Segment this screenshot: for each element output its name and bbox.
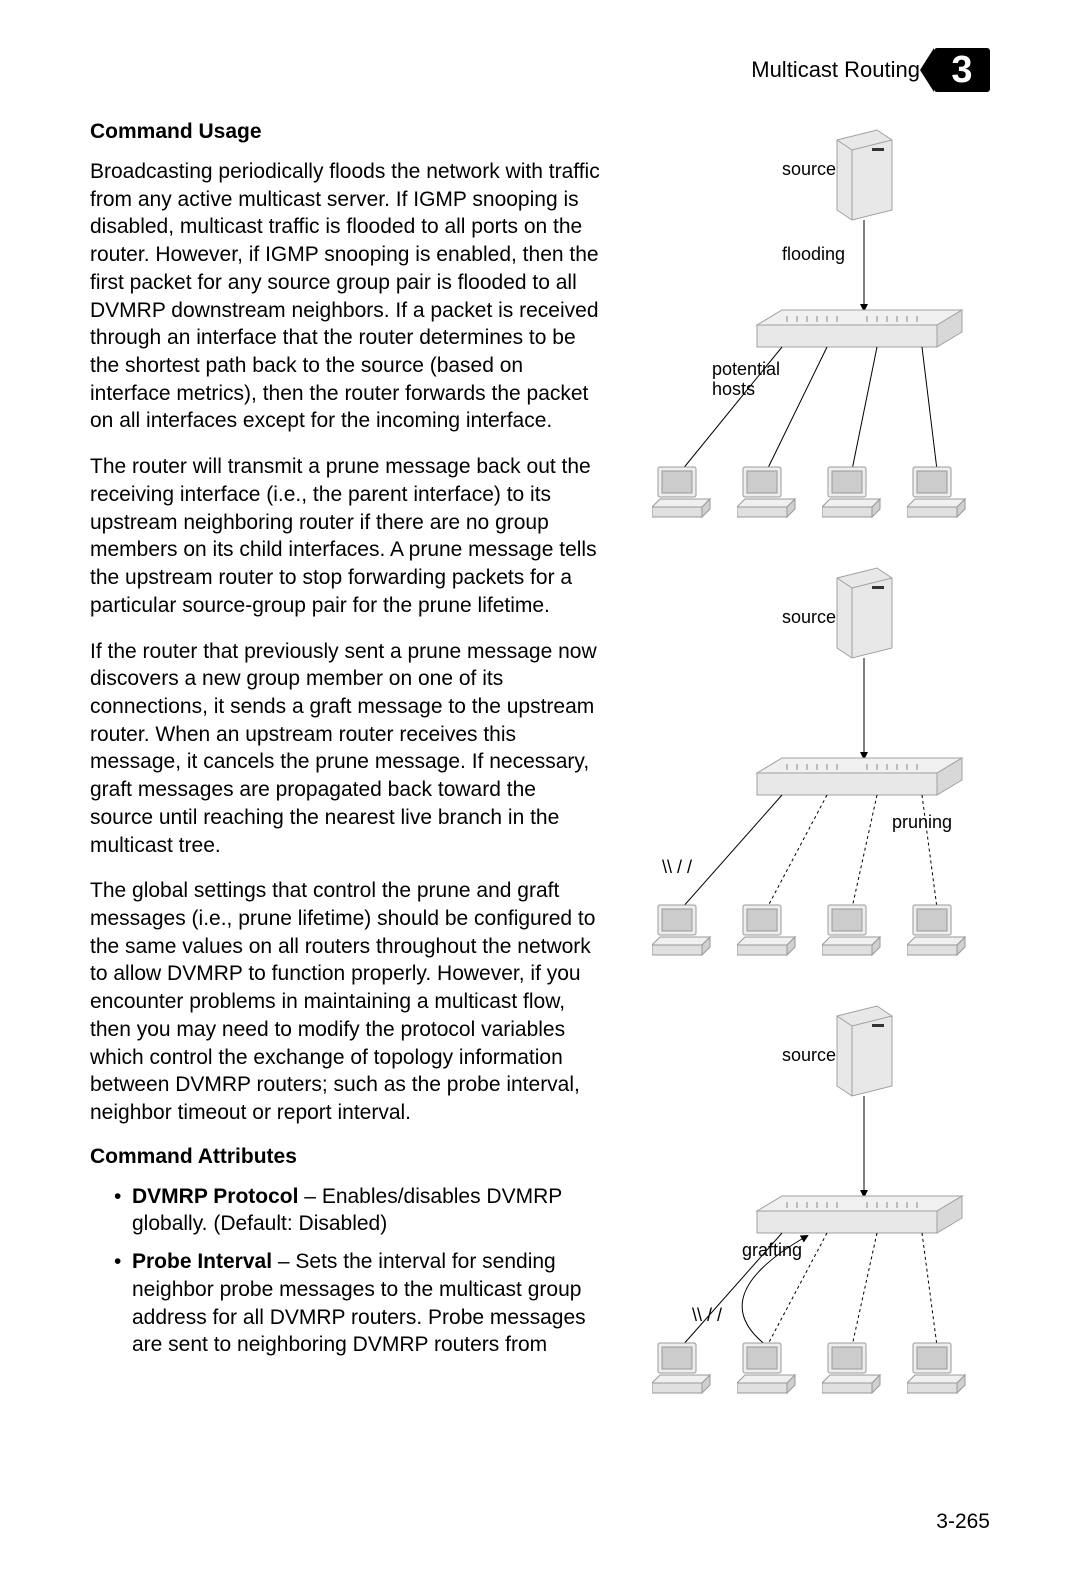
slash-mark: \\ / / [662,857,692,877]
section-name: Multicast Routing [751,57,920,83]
host-icon [652,467,710,517]
list-item: DVMRP Protocol – Enables/disables DVMRP … [114,1183,600,1238]
host-icon [907,467,965,517]
command-usage-heading: Command Usage [90,120,600,144]
list-item: Probe Interval – Sets the interval for s… [114,1248,600,1359]
command-attributes-heading: Command Attributes [90,1145,600,1169]
attributes-list: DVMRP Protocol – Enables/disables DVMRP … [90,1183,600,1359]
label-source: source [782,607,836,627]
host-icon [737,467,795,517]
slash-mark: \\ / / [692,1305,722,1325]
diagram-grafting: source grafting \\ / / [642,996,972,1406]
diagram-flooding: source flooding potentialhosts [642,120,972,530]
attr-term: Probe Interval [132,1250,272,1273]
attr-term: DVMRP Protocol [132,1185,298,1208]
label-pruning: pruning [892,812,952,832]
page-number: 3-265 [936,1510,990,1534]
label-source: source [782,1045,836,1065]
host-icon [822,467,880,517]
figure-column: source flooding potentialhosts [624,120,990,1406]
paragraph: The global settings that control the pru… [90,877,600,1126]
paragraph: The router will transmit a prune message… [90,453,600,619]
label-flooding: flooding [782,244,845,264]
diagram-pruning: source pruning \\ / / [642,558,972,968]
chapter-number: 3 [951,49,972,92]
body-text-column: Command Usage Broadcasting periodically … [90,120,600,1406]
label-hosts: potentialhosts [712,359,780,399]
label-source: source [782,159,836,179]
page-header: Multicast Routing 3 [90,48,990,92]
paragraph: Broadcasting periodically floods the net… [90,158,600,435]
label-grafting: grafting [742,1240,802,1260]
chapter-badge: 3 [934,48,990,92]
paragraph: If the router that previously sent a pru… [90,638,600,860]
